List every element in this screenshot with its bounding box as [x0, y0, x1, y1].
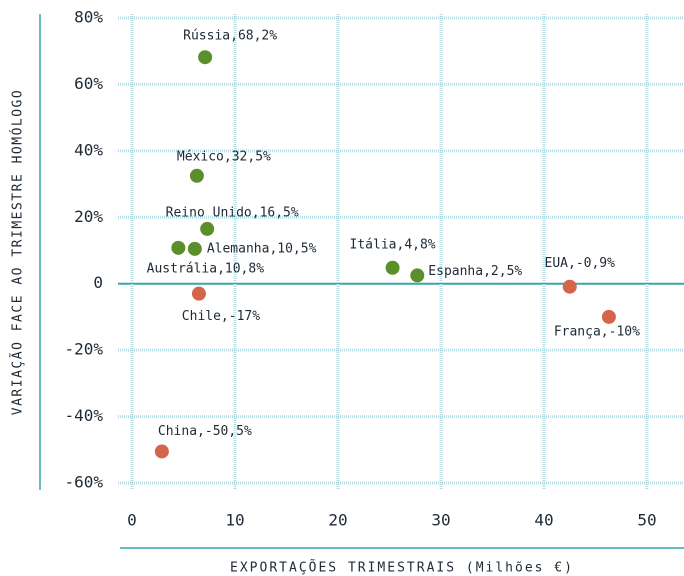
x-axis-label: EXPORTAÇÕES TRIMESTRAIS (Milhões €)	[230, 560, 574, 576]
point	[200, 221, 215, 236]
x-tick-label: 0	[127, 511, 137, 530]
point	[601, 309, 616, 324]
point	[171, 240, 186, 255]
y-tick-label: 20%	[74, 207, 103, 226]
point-label: China,-50,5%	[158, 424, 252, 439]
point	[410, 268, 425, 283]
x-tick-label: 10	[225, 511, 244, 530]
y-tick-label: -60%	[64, 473, 103, 492]
x-tick-label: 30	[431, 511, 450, 530]
y-tick-label: 40%	[74, 140, 103, 159]
point-label: Reino Unido,16,5%	[166, 205, 299, 220]
point-label: EUA,-0,9%	[545, 256, 616, 271]
point-label: Austrália,10,8%	[147, 261, 265, 276]
y-tick-label: 0	[93, 273, 103, 292]
point	[189, 168, 204, 183]
y-tick-label: 60%	[74, 74, 103, 93]
y-tick-label: -40%	[64, 406, 103, 425]
point-label: França,-10%	[554, 324, 640, 339]
point	[562, 279, 577, 294]
point	[198, 50, 213, 65]
y-tick-label: 80%	[74, 8, 103, 27]
y-axis-label: VARIAÇÃO FACE AO TRIMESTRE HOMÓLOGO	[10, 89, 26, 415]
point-label: México,32,5%	[177, 149, 271, 164]
point-label: Chile,-17%	[182, 309, 260, 324]
point	[191, 286, 206, 301]
y-tick-label: -20%	[64, 340, 103, 359]
x-tick-label: 40	[534, 511, 553, 530]
point-label: Espanha,2,5%	[428, 264, 522, 279]
point-label: Rússia,68,2%	[183, 29, 277, 44]
x-tick-label: 50	[637, 511, 656, 530]
point	[187, 241, 202, 256]
point-label: Alemanha,10,5%	[207, 241, 317, 256]
x-tick-label: 20	[328, 511, 347, 530]
point	[154, 444, 169, 459]
point	[385, 260, 400, 275]
point-label: Itália,4,8%	[350, 237, 436, 252]
